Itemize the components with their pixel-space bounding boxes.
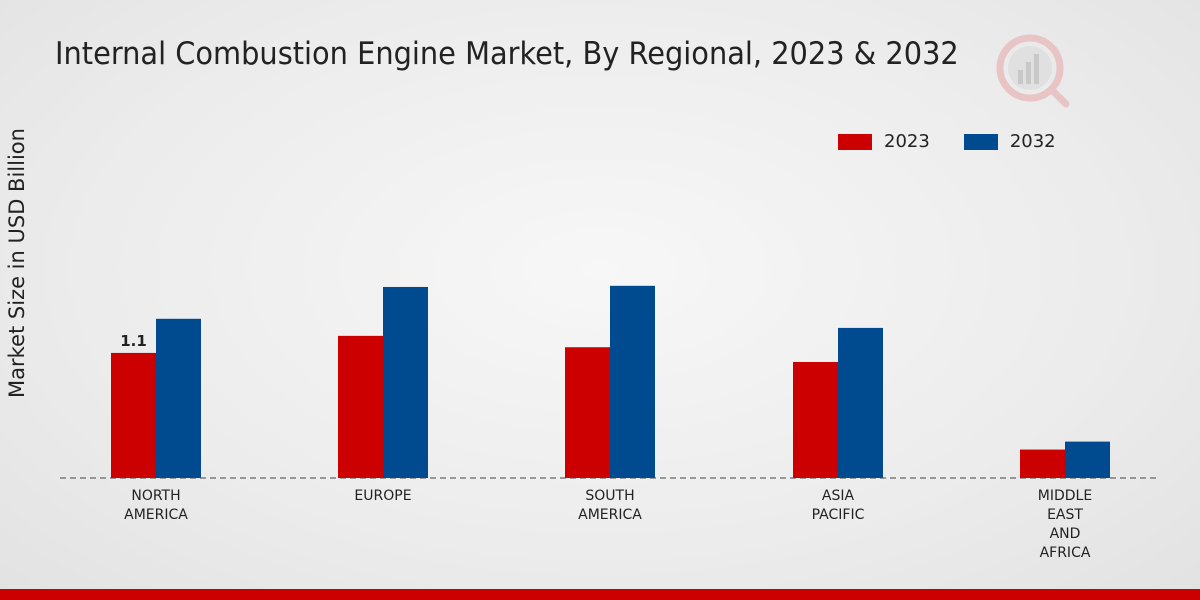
- bar-2023-0: [111, 353, 156, 478]
- bottom-accent-bar: [0, 589, 1200, 600]
- bar-2032-3: [838, 328, 883, 478]
- x-tick-label-4: MIDDLE EAST AND AFRICA: [1038, 488, 1092, 561]
- bar-2023-3: [793, 362, 838, 478]
- bar-chart: NORTH AMERICA EUROPE SOUTH AMERICA ASIA PACIFI…: [0, 0, 1200, 600]
- x-tick-label-3: ASIA PACIFIC: [812, 488, 865, 523]
- x-tick-label-0: NORTH AMERICA: [124, 488, 188, 523]
- bar-2023-1: [338, 336, 383, 478]
- bar-2032-1: [383, 287, 428, 478]
- x-tick-label-2: SOUTH AMERICA: [578, 488, 642, 523]
- bar-2032-2: [610, 286, 655, 478]
- bar-2023-4: [1020, 450, 1065, 478]
- bar-2023-2: [565, 347, 610, 478]
- bar-2032-4: [1065, 442, 1110, 478]
- x-tick-label-1: EUROPE: [354, 488, 411, 504]
- bar-2032-0: [156, 319, 201, 478]
- data-label-0: 1.1: [120, 332, 147, 350]
